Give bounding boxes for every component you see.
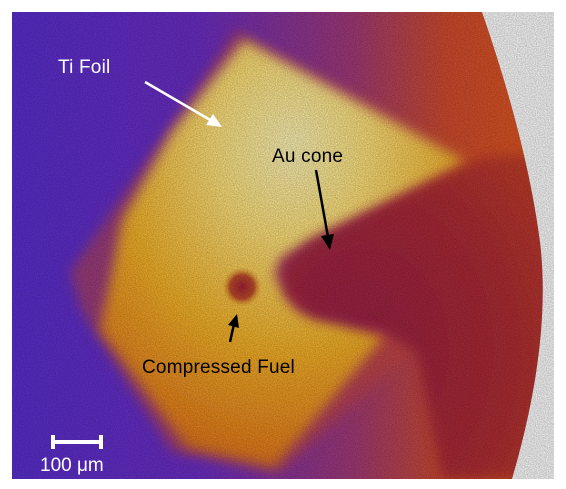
x-ray-image <box>12 12 554 479</box>
ti-foil-arrow-icon <box>144 80 222 127</box>
compressed-fuel-label: Compressed Fuel <box>142 357 295 378</box>
noise-overlay <box>12 12 554 479</box>
au-cone-arrow-icon <box>314 169 334 250</box>
x-ray-image-canvas <box>12 12 554 479</box>
scale-bar-label: 100 μm <box>40 455 104 476</box>
au-cone-label: Au cone <box>272 146 344 167</box>
compressed-fuel-arrow-icon <box>228 314 239 343</box>
ti-foil-label: Ti Foil <box>58 57 111 78</box>
scale-bar-line <box>51 435 103 449</box>
scale-bar: 100 μm <box>40 435 120 476</box>
